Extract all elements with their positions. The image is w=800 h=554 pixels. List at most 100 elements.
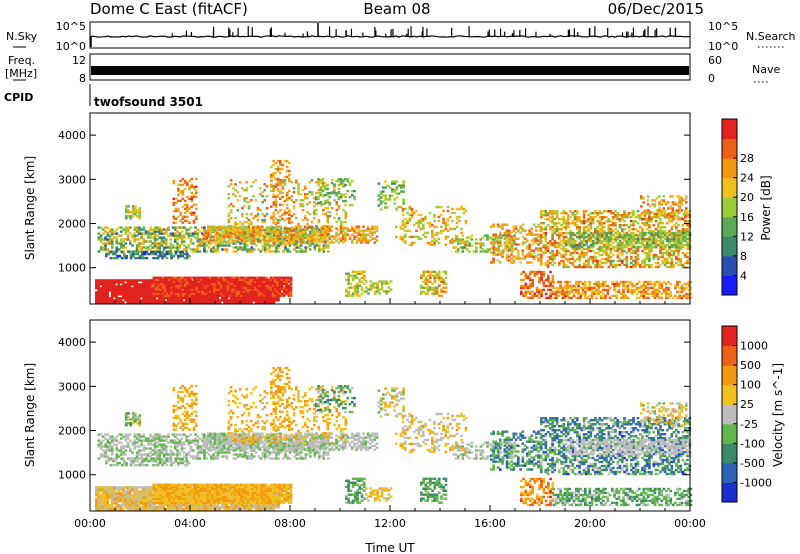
power-cell <box>250 222 253 226</box>
power-cell <box>524 274 528 278</box>
power-cell <box>330 229 334 232</box>
power-cell <box>374 282 377 285</box>
power-cell <box>529 278 532 282</box>
power-cell <box>535 237 538 240</box>
power-cell <box>464 209 468 213</box>
power-cell <box>272 230 276 234</box>
power-cell <box>353 235 356 238</box>
power-cell <box>190 294 194 297</box>
power-cell <box>209 237 212 240</box>
power-cell <box>135 301 139 304</box>
power-cell <box>531 294 534 298</box>
power-cell <box>582 218 586 221</box>
power-cell <box>281 163 284 167</box>
power-cell <box>206 288 210 291</box>
power-cell <box>326 210 330 214</box>
power-cell <box>404 223 407 227</box>
power-cell <box>235 278 239 281</box>
power-cell <box>547 280 550 284</box>
power-cell <box>220 294 223 297</box>
power-cell <box>220 288 223 291</box>
power-cell <box>283 286 286 289</box>
power-cell <box>116 254 119 258</box>
power-cell <box>265 231 269 234</box>
power-cell <box>571 214 575 217</box>
power-cell <box>335 212 339 216</box>
power-cell <box>227 197 231 200</box>
power-cell <box>241 297 244 300</box>
power-cell <box>209 231 212 234</box>
power-cell <box>120 244 123 247</box>
power-cell <box>292 237 296 240</box>
power-cell <box>431 243 434 246</box>
power-cell <box>561 294 565 298</box>
power-cell <box>524 294 528 298</box>
power-cell <box>142 293 145 296</box>
power-cell <box>596 220 599 223</box>
power-cell <box>144 299 148 302</box>
power-cell <box>227 241 230 244</box>
power-cell <box>344 239 347 242</box>
power-cell <box>674 294 677 298</box>
power-cell <box>113 291 116 294</box>
power-cell <box>131 297 134 300</box>
power-cell <box>239 246 242 249</box>
power-cell <box>373 229 377 232</box>
power-cell <box>117 248 121 251</box>
power-cell <box>188 187 191 191</box>
power-cell <box>101 289 105 292</box>
power-cell <box>326 227 329 230</box>
power-cell <box>360 276 364 279</box>
power-cell <box>272 193 275 197</box>
power-cell <box>285 292 288 295</box>
power-cell <box>360 292 364 295</box>
power-cell <box>133 228 137 231</box>
power-cell <box>597 284 601 288</box>
power-cell <box>553 229 557 233</box>
power-cell <box>366 229 370 232</box>
power-cell <box>587 214 590 217</box>
power-cell <box>209 229 212 232</box>
power-cell <box>388 194 392 197</box>
power-cell <box>344 214 348 218</box>
power-cell <box>248 301 251 304</box>
power-cell <box>429 274 432 277</box>
power-cell <box>186 207 189 210</box>
nave-label: Nave <box>752 63 780 76</box>
power-cell <box>594 212 597 215</box>
power-cell <box>552 292 556 296</box>
power-cell <box>263 241 266 244</box>
power-cell <box>297 250 301 253</box>
power-cell <box>238 227 242 230</box>
power-cell <box>190 282 194 285</box>
power-cell <box>363 282 366 285</box>
power-cell <box>582 229 586 233</box>
power-cell <box>306 193 309 196</box>
power-cell <box>120 246 123 249</box>
power-cell <box>275 297 278 300</box>
power-cell <box>306 210 309 214</box>
power-cell <box>587 261 590 265</box>
power-cell <box>163 282 167 285</box>
power-cell <box>99 293 103 296</box>
power-cell <box>289 280 293 283</box>
power-cell <box>211 284 214 287</box>
power-cell <box>563 280 567 284</box>
power-cell <box>588 286 592 290</box>
power-cell <box>138 250 141 253</box>
power-cell <box>328 241 332 244</box>
power-cell <box>555 216 559 219</box>
power-cell <box>678 280 682 284</box>
power-cell <box>110 293 114 296</box>
power-cell <box>315 227 318 230</box>
power-cell <box>152 256 155 260</box>
power-cell <box>553 239 557 243</box>
power-cell <box>306 227 309 230</box>
power-cell <box>95 281 98 284</box>
power-cell <box>186 195 189 199</box>
power-cell <box>117 301 121 304</box>
power-cell <box>604 284 607 288</box>
power-cell <box>573 251 577 255</box>
power-cell <box>235 288 239 291</box>
power-cell <box>183 244 186 247</box>
